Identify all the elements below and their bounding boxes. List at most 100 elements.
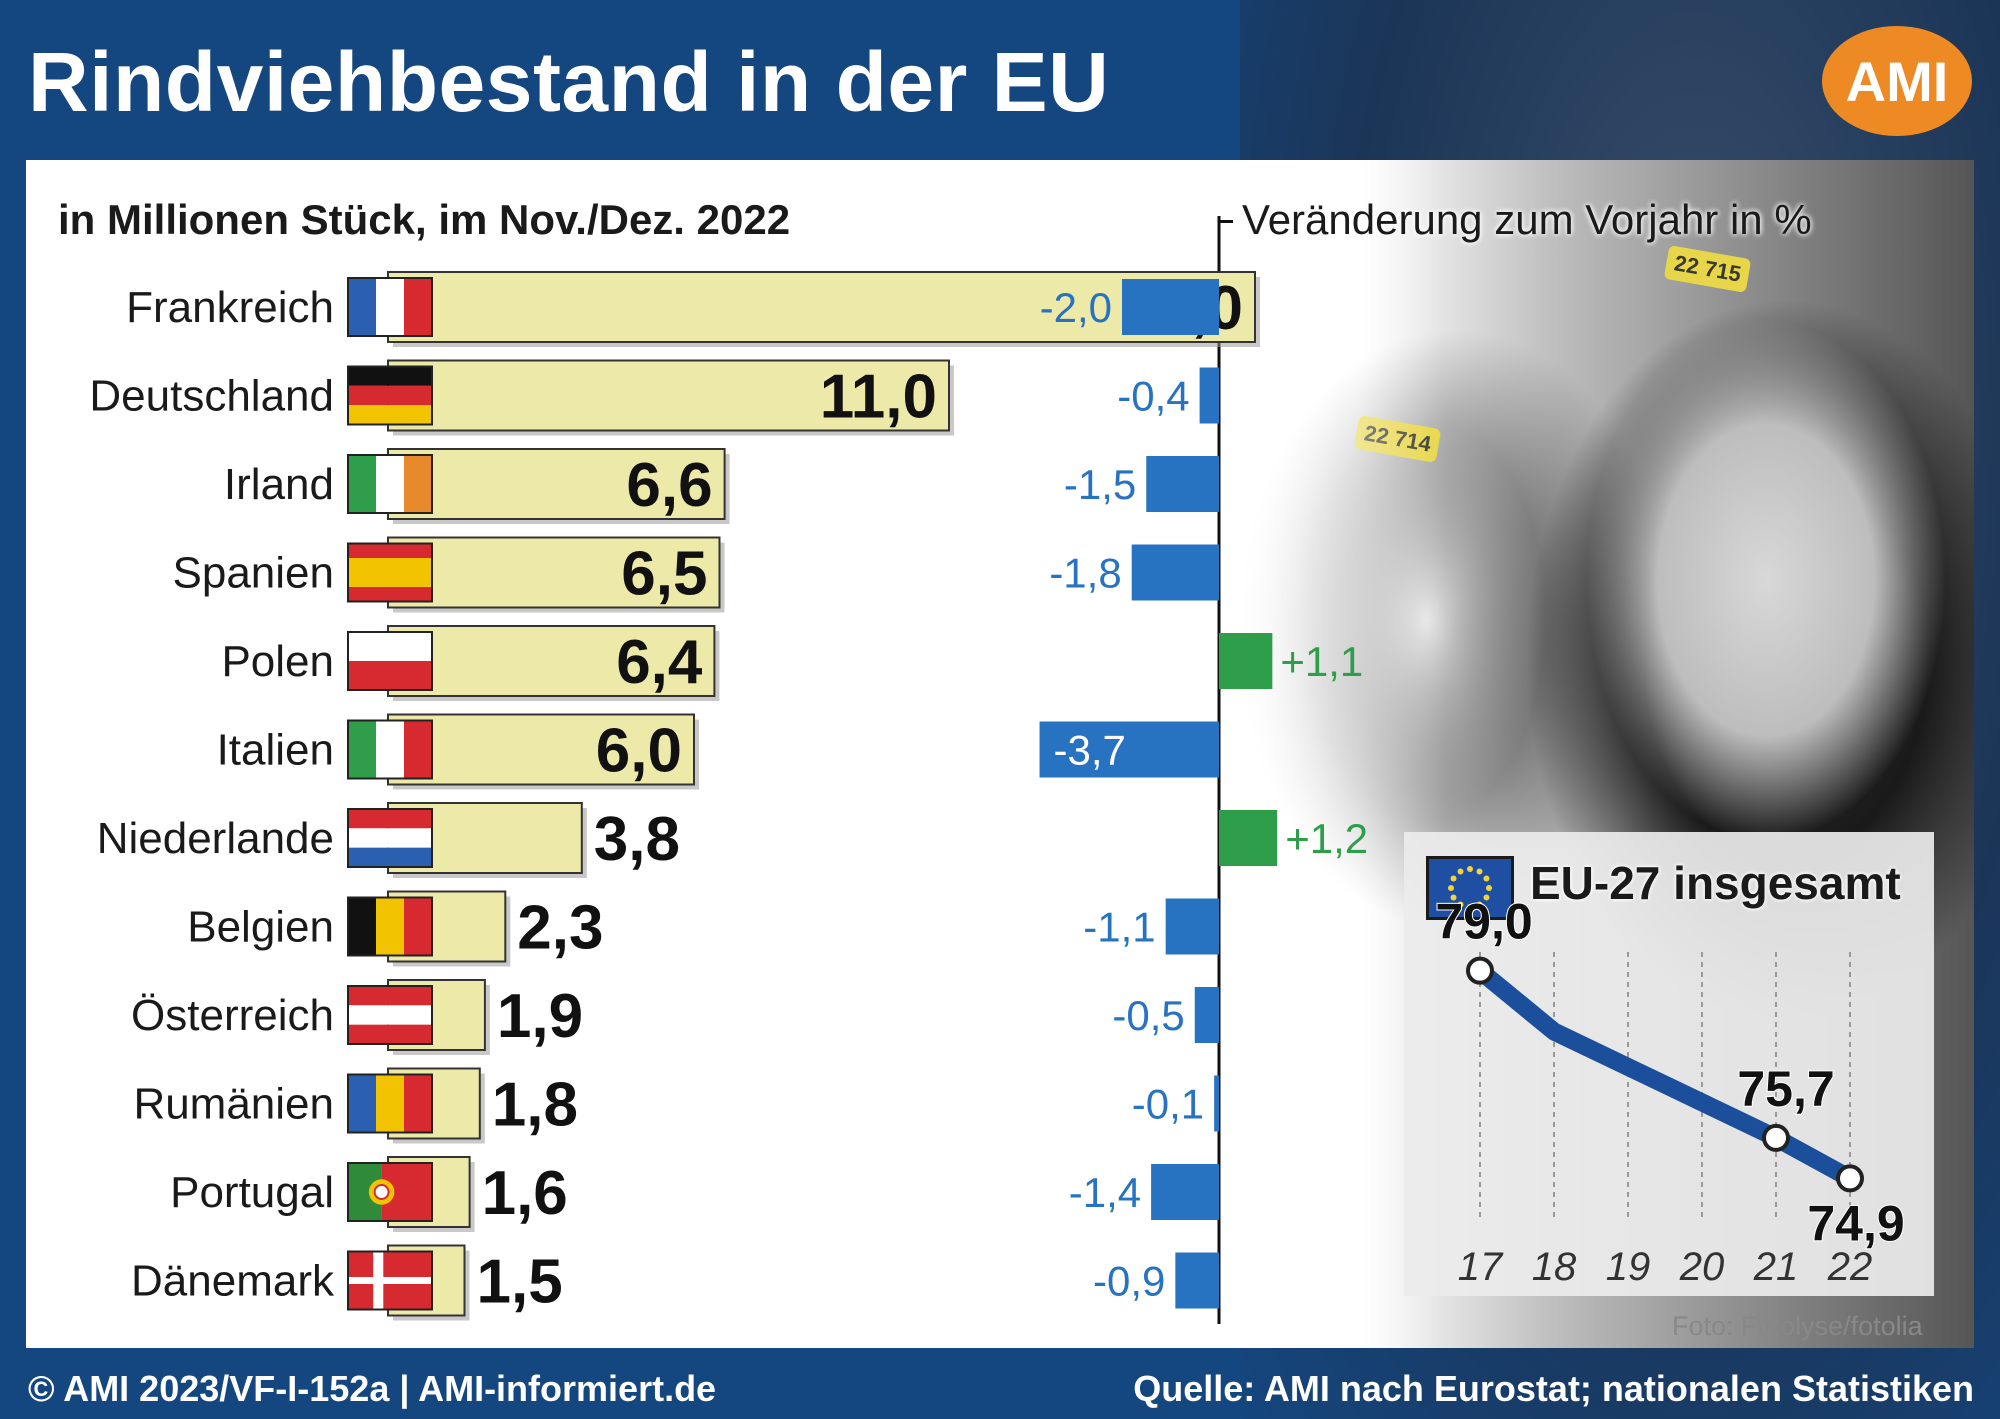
stock-value-label: 2,3	[517, 894, 603, 963]
flag-stripe	[376, 278, 404, 336]
flag-stripe	[348, 897, 376, 956]
photo-credit: Foto: Fotolyse/fotolia	[1672, 1311, 1923, 1341]
flag-stripe	[348, 632, 432, 661]
netherlands-flag	[347, 808, 433, 868]
country-row: Polen 6,4 +1,1	[221, 625, 1363, 701]
country-label: Österreich	[131, 991, 334, 1040]
change-value-label: -1,5	[1064, 461, 1136, 508]
stock-bar	[387, 713, 695, 786]
france-flag	[347, 277, 433, 337]
country-label: Dänemark	[131, 1257, 335, 1306]
inset-x-tick-label: 22	[1827, 1245, 1873, 1289]
eu-stars-icon	[1448, 866, 1492, 910]
portugal-flag	[347, 1162, 433, 1222]
flag-stripe	[348, 1024, 432, 1045]
flag-border	[347, 1162, 433, 1222]
stock-value-label: 1,6	[482, 1159, 568, 1228]
flag-stripe	[348, 1005, 432, 1025]
flag-stripe	[404, 1074, 433, 1133]
stock-value-label: 6,6	[626, 451, 712, 520]
eu-star	[1486, 885, 1492, 891]
flag-border	[347, 985, 433, 1045]
change-value-label: -3,7	[1054, 727, 1126, 774]
flag-border	[347, 454, 433, 514]
eu-star	[1476, 901, 1483, 908]
country-label: Italien	[217, 726, 334, 775]
flag-border	[347, 631, 433, 691]
stock-value-label: 6,0	[596, 717, 682, 786]
country-label: Niederlande	[97, 814, 334, 863]
footer-copyright: © AMI 2023/VF-I-152a | AMI-informiert.de	[28, 1368, 717, 1409]
flag-stripe	[404, 720, 433, 779]
flag-border	[347, 719, 433, 780]
change-bar	[1214, 1075, 1219, 1132]
country-row: Rumänien 1,8 -0,1	[133, 1067, 1219, 1144]
flag-stripe	[348, 661, 432, 690]
flag-stripe	[348, 366, 432, 386]
change-value-label: +1,2	[1285, 815, 1368, 862]
eu-star	[1476, 868, 1483, 875]
flag-stripe	[348, 1074, 376, 1133]
change-value-label: -1,4	[1069, 1169, 1141, 1216]
country-row: Belgien 2,3 -1,1	[187, 890, 1219, 967]
country-label: Spanien	[173, 549, 334, 598]
change-bar	[1219, 633, 1273, 689]
footer-source: Quelle: AMI nach Eurostat; nationalen St…	[1133, 1368, 1974, 1409]
country-row: Österreich 1,9 -0,5	[131, 979, 1219, 1055]
flag-border	[347, 808, 433, 868]
stock-value-label: 6,4	[616, 628, 703, 697]
eu-flag	[1426, 856, 1514, 920]
inset-x-tick-label: 20	[1679, 1245, 1725, 1289]
flag-stripe	[404, 278, 433, 336]
eu-data-point	[1836, 1164, 1864, 1193]
stock-value-label: 3,8	[594, 805, 680, 874]
change-value-label: -0,1	[1132, 1081, 1204, 1128]
eu-data-label: 75,7	[1737, 1061, 1834, 1117]
eu-star	[1467, 904, 1473, 910]
flag-stripe	[348, 847, 432, 868]
flag-border	[347, 365, 433, 426]
flag-stripe	[404, 455, 433, 513]
eu-star	[1448, 885, 1454, 891]
stock-bar	[387, 536, 721, 609]
country-label: Irland	[224, 460, 334, 509]
flag-border	[347, 542, 433, 603]
change-bar	[1219, 810, 1278, 866]
country-label: Polen	[221, 637, 334, 686]
flag-stripe	[348, 385, 432, 406]
inset-x-tick-label: 19	[1606, 1245, 1651, 1289]
germany-flag	[347, 365, 433, 426]
stock-value-label: 6,5	[621, 540, 707, 609]
flag-stripe	[348, 720, 376, 779]
change-bar	[1146, 456, 1219, 512]
flag-border	[347, 277, 433, 337]
stock-bar	[387, 448, 726, 520]
eu-data-point	[1466, 956, 1494, 985]
flag-border	[347, 896, 433, 957]
austria-flag	[347, 985, 433, 1045]
eu-star	[1483, 894, 1490, 901]
change-value-label: -0,5	[1112, 992, 1184, 1039]
chart-subtitle: in Millionen Stück, im Nov./Dez. 2022	[58, 196, 791, 243]
change-bar	[1131, 544, 1219, 601]
change-value-label: -0,9	[1093, 1258, 1165, 1305]
denmark-flag	[347, 1250, 433, 1311]
italy-flag	[347, 719, 433, 780]
stock-bar	[387, 359, 950, 432]
ireland-flag	[347, 454, 433, 514]
eu-star	[1457, 901, 1464, 908]
country-label: Frankreich	[126, 283, 334, 332]
change-value-label: -1,1	[1083, 904, 1155, 951]
country-row: Deutschland 11,0 -0,4	[89, 359, 1219, 436]
flag-stripe	[348, 455, 376, 513]
inset-x-tick-label: 18	[1532, 1245, 1577, 1289]
flag-emblem	[373, 1184, 390, 1200]
eu-total-inset: EU-27 insgesamt 17 18 19 20 21 22 79,0 75,7 74,9	[1404, 832, 1934, 1296]
eu-series-line	[1471, 961, 1859, 1188]
country-row: Niederlande 3,8 +1,2	[97, 802, 1368, 878]
change-value-label: -2,0	[1040, 284, 1112, 331]
change-bar	[1039, 721, 1219, 778]
stock-value-label: 1,9	[497, 982, 583, 1051]
stock-value-label: 11,0	[820, 363, 937, 432]
